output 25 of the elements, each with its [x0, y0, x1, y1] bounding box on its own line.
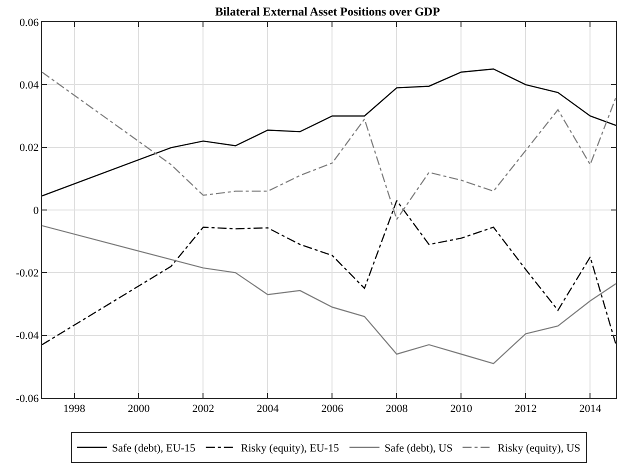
- line-series: [42, 225, 616, 364]
- x-tick-label: 2010: [450, 403, 473, 416]
- y-tick-label: -0.06: [16, 392, 40, 405]
- x-tick-label: 2006: [321, 403, 344, 416]
- x-tick-label: 2000: [128, 403, 150, 416]
- line-series: [42, 68, 616, 196]
- x-tick-label: 1998: [63, 403, 86, 416]
- y-tick-label: 0.04: [20, 80, 40, 92]
- y-tick-label: 0.06: [20, 16, 40, 29]
- line-series: [42, 72, 616, 220]
- legend-label: Safe (debt), US: [384, 442, 453, 455]
- y-tick-label: 0: [33, 204, 40, 217]
- x-tick-label: 2014: [579, 403, 602, 416]
- y-tick-label: 0.02: [20, 142, 39, 154]
- x-tick-label: 2002: [192, 403, 214, 416]
- line-series: [42, 200, 616, 346]
- x-tick-label: 2004: [256, 403, 280, 416]
- x-tick-label: 2008: [386, 403, 408, 416]
- chart-title: Bilateral External Asset Positions over GDP: [215, 4, 440, 18]
- legend-label: Risky (equity), US: [498, 442, 580, 455]
- legend-label: Risky (equity), EU-15: [240, 442, 340, 455]
- y-tick-label: -0.04: [16, 330, 40, 342]
- legend-label: Safe (debt), EU-15: [112, 442, 196, 455]
- y-tick-label: -0.02: [16, 268, 39, 280]
- x-tick-label: 2012: [514, 403, 537, 416]
